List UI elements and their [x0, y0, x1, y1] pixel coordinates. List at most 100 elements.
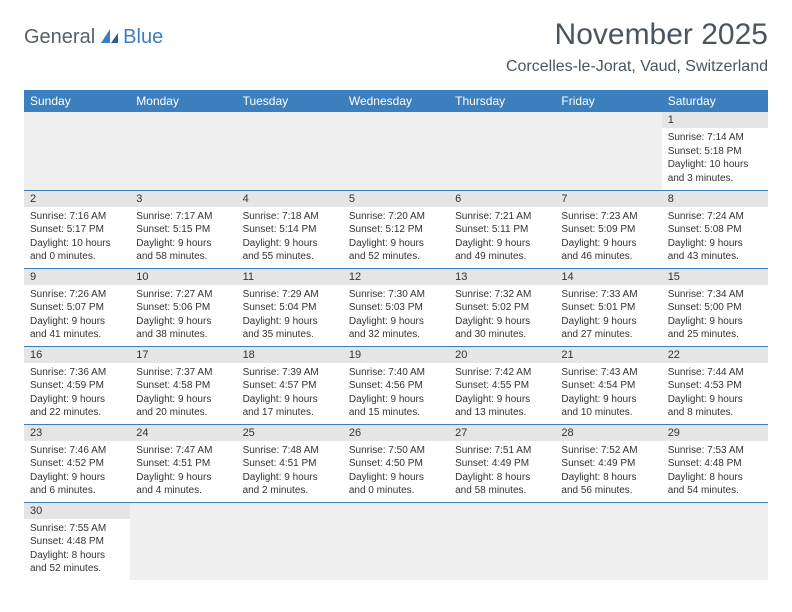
sunrise: Sunrise: 7:43 AM — [561, 366, 655, 380]
day-info: Sunrise: 7:27 AMSunset: 5:06 PMDaylight:… — [130, 285, 236, 346]
daylight-line1: Daylight: 9 hours — [455, 315, 549, 329]
calendar-cell: 28Sunrise: 7:52 AMSunset: 4:49 PMDayligh… — [555, 424, 661, 502]
day-info: Sunrise: 7:52 AMSunset: 4:49 PMDaylight:… — [555, 441, 661, 502]
day-number: 21 — [555, 347, 661, 363]
sunrise: Sunrise: 7:16 AM — [30, 210, 124, 224]
daylight-line2: and 54 minutes. — [668, 484, 762, 498]
daylight-line1: Daylight: 9 hours — [136, 471, 230, 485]
day-info: Sunrise: 7:21 AMSunset: 5:11 PMDaylight:… — [449, 207, 555, 268]
sunset: Sunset: 4:54 PM — [561, 379, 655, 393]
weekday-header: Thursday — [449, 90, 555, 112]
day-number: 26 — [343, 425, 449, 441]
sunrise: Sunrise: 7:37 AM — [136, 366, 230, 380]
daylight-line2: and 58 minutes. — [455, 484, 549, 498]
weekday-header: Tuesday — [237, 90, 343, 112]
daylight-line2: and 22 minutes. — [30, 406, 124, 420]
sunset: Sunset: 4:52 PM — [30, 457, 124, 471]
day-number: 17 — [130, 347, 236, 363]
sunset: Sunset: 4:51 PM — [136, 457, 230, 471]
day-info: Sunrise: 7:42 AMSunset: 4:55 PMDaylight:… — [449, 363, 555, 424]
logo: General Blue — [24, 26, 163, 49]
sunset: Sunset: 5:06 PM — [136, 301, 230, 315]
calendar-cell: 18Sunrise: 7:39 AMSunset: 4:57 PMDayligh… — [237, 346, 343, 424]
sunrise: Sunrise: 7:36 AM — [30, 366, 124, 380]
sunrise: Sunrise: 7:14 AM — [668, 131, 762, 145]
daylight-line1: Daylight: 9 hours — [455, 393, 549, 407]
day-info: Sunrise: 7:37 AMSunset: 4:58 PMDaylight:… — [130, 363, 236, 424]
calendar-cell: 12Sunrise: 7:30 AMSunset: 5:03 PMDayligh… — [343, 268, 449, 346]
sunset: Sunset: 4:57 PM — [243, 379, 337, 393]
sunrise: Sunrise: 7:52 AM — [561, 444, 655, 458]
day-info: Sunrise: 7:51 AMSunset: 4:49 PMDaylight:… — [449, 441, 555, 502]
sunset: Sunset: 5:09 PM — [561, 223, 655, 237]
day-info: Sunrise: 7:53 AMSunset: 4:48 PMDaylight:… — [662, 441, 768, 502]
calendar-cell: 24Sunrise: 7:47 AMSunset: 4:51 PMDayligh… — [130, 424, 236, 502]
day-number: 30 — [24, 503, 130, 519]
day-number: 3 — [130, 191, 236, 207]
sunrise: Sunrise: 7:30 AM — [349, 288, 443, 302]
daylight-line2: and 27 minutes. — [561, 328, 655, 342]
sunrise: Sunrise: 7:26 AM — [30, 288, 124, 302]
sunset: Sunset: 4:49 PM — [561, 457, 655, 471]
calendar-cell: 25Sunrise: 7:48 AMSunset: 4:51 PMDayligh… — [237, 424, 343, 502]
daylight-line2: and 13 minutes. — [455, 406, 549, 420]
calendar-cell: 16Sunrise: 7:36 AMSunset: 4:59 PMDayligh… — [24, 346, 130, 424]
daylight-line2: and 15 minutes. — [349, 406, 443, 420]
day-info: Sunrise: 7:39 AMSunset: 4:57 PMDaylight:… — [237, 363, 343, 424]
sunset: Sunset: 5:12 PM — [349, 223, 443, 237]
daylight-line1: Daylight: 9 hours — [668, 393, 762, 407]
weekday-header: Saturday — [662, 90, 768, 112]
sunrise: Sunrise: 7:20 AM — [349, 210, 443, 224]
calendar-cell: 13 Sunrise: 7:32 AMSunset: 5:02 PMDayligh… — [449, 268, 555, 346]
sunset: Sunset: 5:00 PM — [668, 301, 762, 315]
calendar-cell — [555, 112, 661, 190]
sunset: Sunset: 5:18 PM — [668, 145, 762, 159]
sunset: Sunset: 5:01 PM — [561, 301, 655, 315]
calendar-cell: 17Sunrise: 7:37 AMSunset: 4:58 PMDayligh… — [130, 346, 236, 424]
calendar-cell: 15Sunrise: 7:34 AMSunset: 5:00 PMDayligh… — [662, 268, 768, 346]
day-number: 22 — [662, 347, 768, 363]
calendar-cell — [237, 112, 343, 190]
calendar-cell — [24, 112, 130, 190]
daylight-line1: Daylight: 9 hours — [30, 471, 124, 485]
daylight-line1: Daylight: 9 hours — [243, 315, 337, 329]
daylight-line2: and 4 minutes. — [136, 484, 230, 498]
sunrise: Sunrise: 7:44 AM — [668, 366, 762, 380]
day-number: 23 — [24, 425, 130, 441]
sunset: Sunset: 5:02 PM — [455, 301, 549, 315]
daylight-line2: and 52 minutes. — [30, 562, 124, 576]
daylight-line1: Daylight: 10 hours — [30, 237, 124, 251]
day-number: 7 — [555, 191, 661, 207]
day-number: 12 — [343, 269, 449, 285]
sunrise: Sunrise: 7:32 AM — [455, 288, 549, 302]
header: General Blue November 2025 Corcelles-le-… — [24, 18, 768, 76]
day-number: 25 — [237, 425, 343, 441]
calendar-cell: 6Sunrise: 7:21 AMSunset: 5:11 PMDaylight… — [449, 190, 555, 268]
daylight-line1: Daylight: 8 hours — [561, 471, 655, 485]
sunrise: Sunrise: 7:33 AM — [561, 288, 655, 302]
calendar-cell: 14Sunrise: 7:33 AMSunset: 5:01 PMDayligh… — [555, 268, 661, 346]
daylight-line1: Daylight: 9 hours — [136, 393, 230, 407]
calendar-cell: 2Sunrise: 7:16 AMSunset: 5:17 PMDaylight… — [24, 190, 130, 268]
sunset: Sunset: 5:14 PM — [243, 223, 337, 237]
daylight-line1: Daylight: 9 hours — [136, 237, 230, 251]
sunrise: Sunrise: 7:18 AM — [243, 210, 337, 224]
day-info: Sunrise: 7:33 AMSunset: 5:01 PMDaylight:… — [555, 285, 661, 346]
daylight-line2: and 30 minutes. — [455, 328, 549, 342]
sunset: Sunset: 4:53 PM — [668, 379, 762, 393]
weekday-header: Wednesday — [343, 90, 449, 112]
daylight-line1: Daylight: 9 hours — [136, 315, 230, 329]
calendar-cell: 3Sunrise: 7:17 AMSunset: 5:15 PMDaylight… — [130, 190, 236, 268]
day-number: 13 — [449, 269, 555, 285]
calendar-cell: 26Sunrise: 7:50 AMSunset: 4:50 PMDayligh… — [343, 424, 449, 502]
daylight-line2: and 56 minutes. — [561, 484, 655, 498]
daylight-line1: Daylight: 9 hours — [349, 393, 443, 407]
day-number: 6 — [449, 191, 555, 207]
day-number: 19 — [343, 347, 449, 363]
sunrise: Sunrise: 7:46 AM — [30, 444, 124, 458]
calendar-cell: 8Sunrise: 7:24 AMSunset: 5:08 PMDaylight… — [662, 190, 768, 268]
day-number: 5 — [343, 191, 449, 207]
sunrise: Sunrise: 7:27 AM — [136, 288, 230, 302]
calendar-cell — [449, 112, 555, 190]
daylight-line1: Daylight: 8 hours — [30, 549, 124, 563]
